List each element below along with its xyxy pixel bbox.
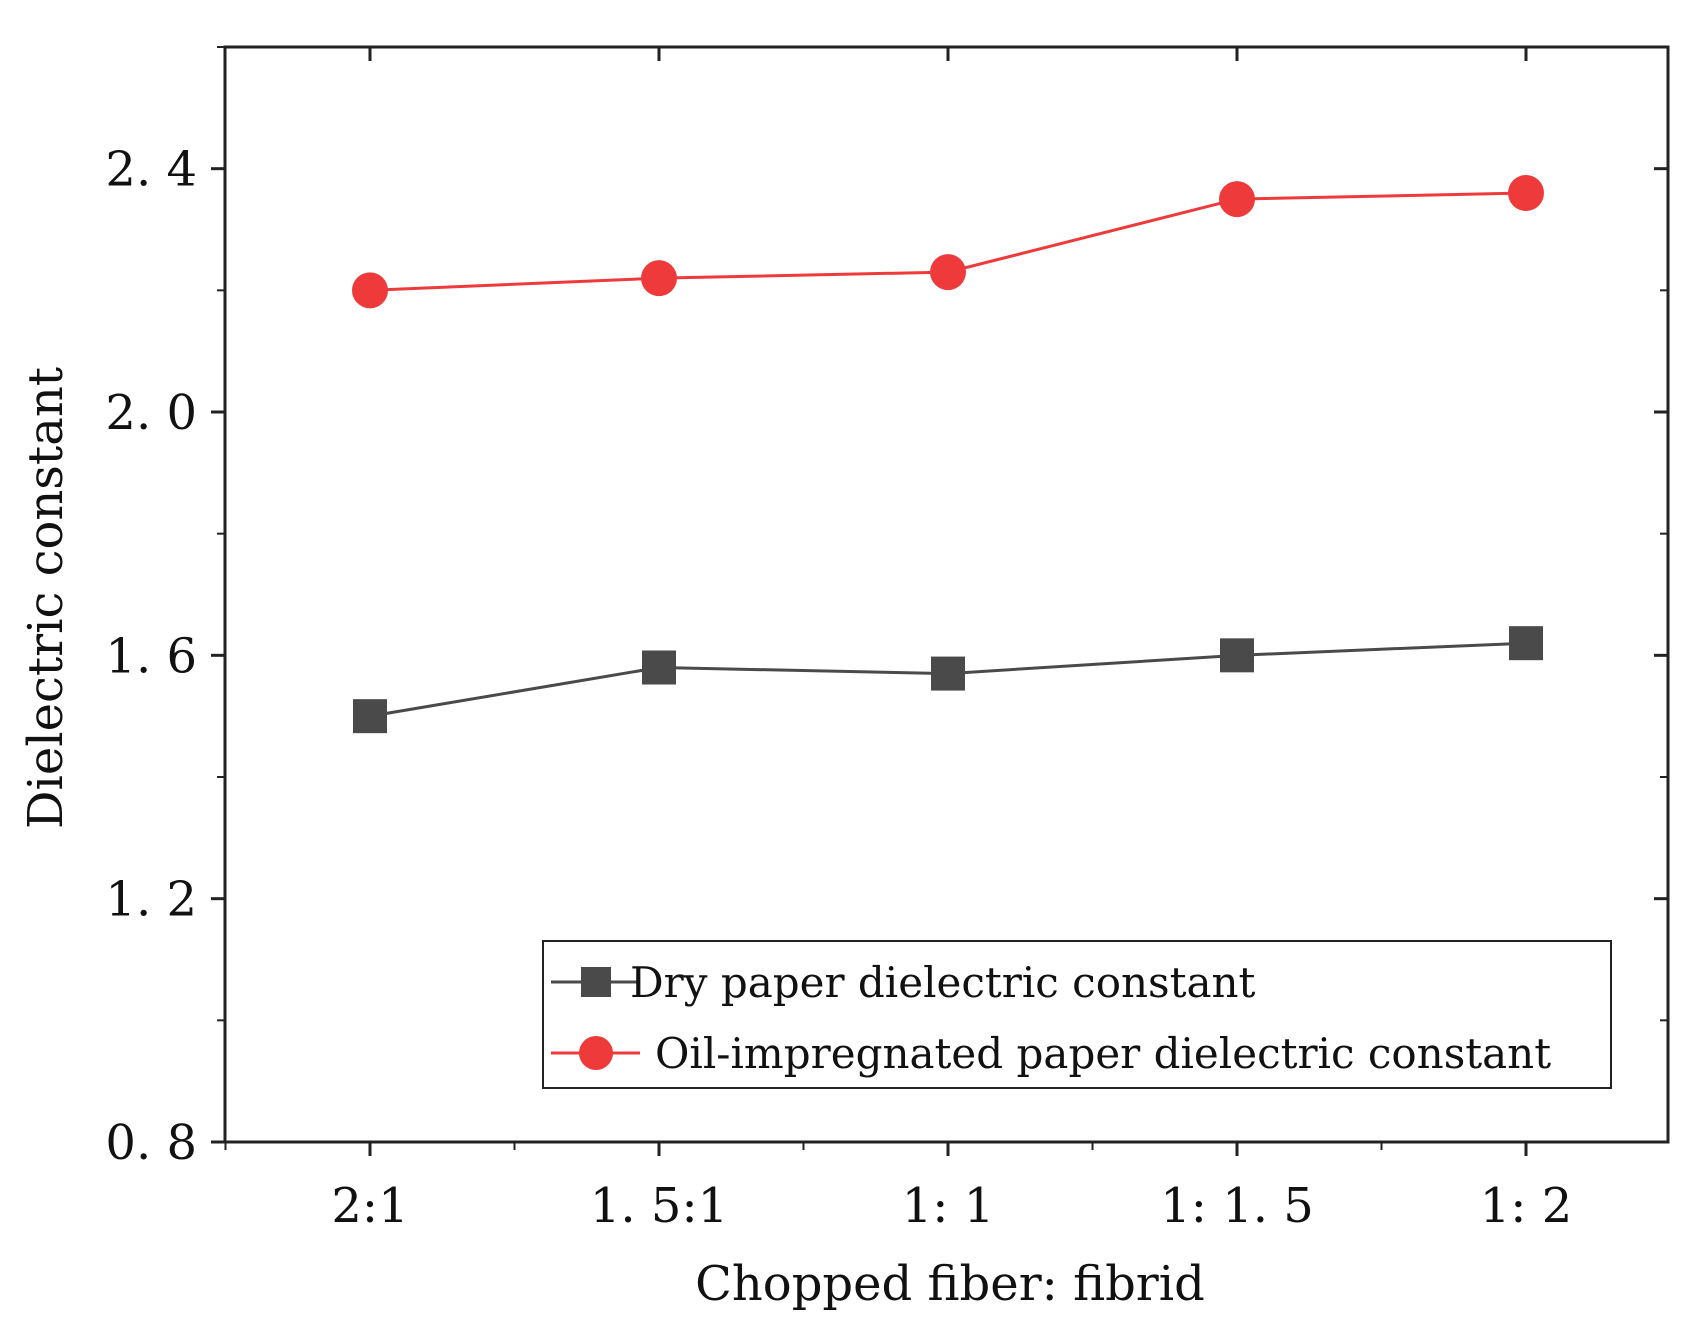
legend-label-dry: Dry paper dielectric constant: [630, 958, 1256, 1007]
x-tick-label: 1: 1: [902, 1178, 995, 1234]
series-0: [353, 626, 1543, 734]
x-axis-title: Chopped fiber: fibrid: [695, 1256, 1205, 1312]
y-ticks: 0. 8 1. 2 1. 6 2. 0 2. 4: [105, 46, 1668, 1171]
data-point: [641, 260, 677, 297]
series-1: [352, 175, 1544, 309]
data-point: [1219, 181, 1255, 218]
y-tick-label: 0. 8: [105, 1115, 197, 1171]
data-point: [352, 272, 388, 309]
data-point: [353, 699, 387, 734]
series-layer: [352, 175, 1544, 734]
legend: Dry paper dielectric constant Oil-impreg…: [542, 940, 1612, 1089]
data-point: [1220, 638, 1254, 673]
legend-marker-oil: [579, 1036, 613, 1070]
legend-marker-dry: [581, 967, 611, 997]
y-tick-label: 2. 0: [105, 385, 197, 441]
x-ticks: 2:1 1. 5:1 1: 1 1: 1. 5 1: 2: [224, 47, 1573, 1234]
x-tick-label: 1: 2: [1480, 1178, 1573, 1234]
data-point: [931, 656, 965, 691]
data-point: [930, 254, 966, 291]
x-tick-label: 2:1: [331, 1178, 408, 1234]
data-point: [642, 650, 676, 685]
legend-box: [542, 940, 1612, 1089]
legend-label-oil: Oil-impregnated paper dielectric constan…: [655, 1029, 1551, 1078]
y-tick-label: 1. 6: [105, 628, 197, 684]
y-tick-label: 1. 2: [105, 872, 197, 928]
y-axis-title: Dielectric constant: [18, 367, 74, 829]
data-point: [1508, 175, 1544, 211]
x-tick-label: 1. 5:1: [590, 1178, 728, 1234]
data-point: [1509, 626, 1543, 661]
y-tick-label: 2. 4: [105, 142, 197, 198]
x-tick-label: 1: 1. 5: [1160, 1178, 1314, 1234]
